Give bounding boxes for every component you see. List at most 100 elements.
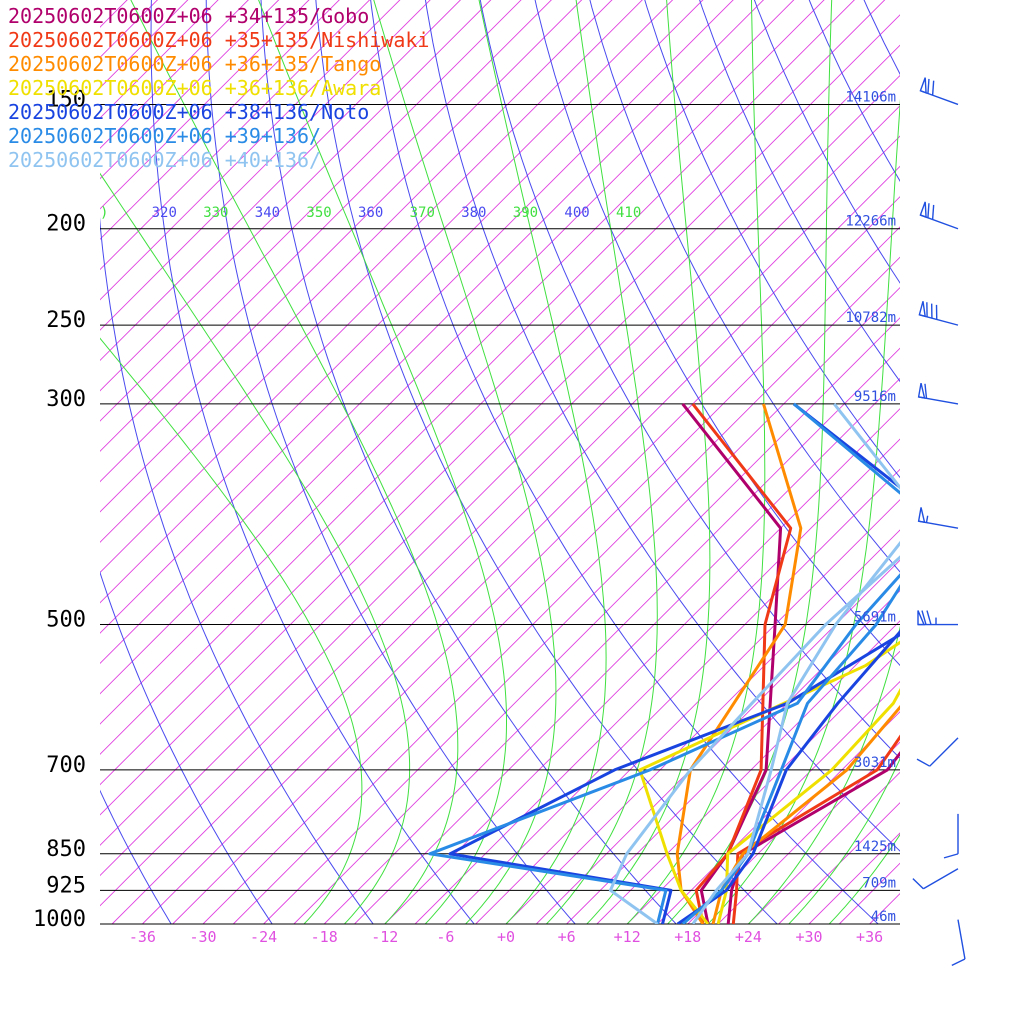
theta-label: 320 [152,205,177,221]
isotherm-line [535,559,900,924]
temperature-tick-label: -6 [436,928,454,946]
wind-barb-flag [931,80,935,96]
wind-barb-pennant [917,507,926,524]
dry-adiabat-line [100,789,172,924]
axis-labels: 100150200250300500700850925100016601m141… [33,87,896,946]
height-label: 1425m [854,839,896,855]
dewpoint-line [608,402,900,924]
dry-adiabat-line [699,0,900,383]
temperature-tick-label: +6 [558,928,576,946]
isotherm-line [505,529,900,924]
theta-label: 400 [564,205,589,221]
wind-barb [951,919,966,967]
wind-barb-flag [916,758,931,767]
wind-barb-pennant [919,201,927,219]
theta-label: 370 [410,205,435,221]
temperature-tick-label: +24 [735,928,762,946]
pressure-label: 850 [46,837,86,862]
legend-entry: 20250602T0600Z+06 +35+135/Nishiwaki [8,28,429,52]
theta-label: 380 [461,205,486,221]
wind-barb [918,301,959,326]
pressure-label: 500 [46,608,86,633]
wind-barb [919,201,959,230]
theta-label: 340 [255,205,280,221]
height-label: 10782m [845,310,896,326]
theta-label: 350 [306,205,331,221]
isotherm-line [232,256,900,924]
temperature-tick-label: -18 [311,928,338,946]
moist-adiabat-line [258,0,507,924]
theta-label: 410 [616,205,641,221]
wind-barb-flag [924,383,928,399]
isotherm-line [293,317,900,924]
isobar-lines [100,103,900,925]
wind-barb [919,77,959,106]
dewpoint-line [681,402,783,924]
moist-adiabat-line [828,833,900,924]
temperature-tick-label: +30 [795,928,822,946]
wind-barb-staff [929,737,959,767]
isotherm-line [263,286,900,924]
isotherm-line [384,408,900,924]
temperature-line [691,540,900,924]
temperature-tick-label: -30 [189,928,216,946]
theta-label: 360 [358,205,383,221]
wind-barb-flag [926,610,932,625]
temperature-line [711,704,900,924]
wind-barb-flag [927,78,930,94]
moist-adiabat-line [545,0,658,924]
dry-adiabat-line [100,217,374,924]
moist-adiabat-line [100,337,363,924]
temperature-tick-label: +0 [497,928,515,946]
moist-adiabat-line [747,625,900,924]
wind-barb-flag [912,878,924,890]
dry-adiabat-line [534,0,900,667]
isotherm-line [414,438,900,924]
theta-label: 330 [203,205,228,221]
moist-adiabat-line [100,172,411,924]
wind-barbs [912,77,966,967]
temperature-line [726,751,900,924]
legend: 20250602T0600Z+06 +34+135/Gobo20250602T0… [8,4,429,172]
dry-adiabat-line [205,0,576,924]
legend-entry: 20250602T0600Z+06 +39+136/ [8,124,321,148]
wind-barb-staff [957,919,966,960]
theta-label: 390 [513,205,538,221]
wind-barb [943,813,959,859]
moist-adiabat-line [586,0,711,924]
moist-adiabat-line [788,757,900,924]
wind-barb-flag [927,203,930,218]
temperature-tick-label: -24 [250,928,277,946]
wind-barb-pennant [917,610,926,626]
dry-adiabat-line [753,0,900,284]
sounding-profiles [428,402,900,924]
dry-adiabat-line [260,0,677,924]
wind-barb-pennant [918,301,927,318]
height-label: 12266m [845,214,896,230]
height-label: 709m [862,875,896,891]
pressure-label: 925 [46,873,86,898]
moist-adiabat-line [373,0,557,924]
wind-barb [917,382,959,405]
wind-barb-staff [923,868,959,890]
dewpoint-line [428,402,900,924]
temperature-line [676,629,900,924]
wind-barb-pennant [919,77,927,94]
wind-barb-pennant [917,382,926,399]
wind-barb-half-flag [925,515,929,523]
dry-adiabat-line [100,571,273,924]
legend-entry: 20250602T0600Z+06 +34+135/Gobo [8,4,369,28]
pressure-label: 300 [46,387,86,412]
isotherm-line [354,377,900,924]
height-label: 9516m [854,389,896,405]
temperature-tick-label: +12 [614,928,641,946]
wind-barb-flag [951,958,966,967]
isotherm-line [445,468,900,924]
pressure-label: 250 [46,308,86,333]
legend-entry: 20250602T0600Z+06 +38+136/Noto [8,100,369,124]
wind-barb [916,737,959,767]
pressure-label: 150 [46,87,86,112]
height-label: 46m [871,909,896,925]
temperature-line [731,734,900,924]
